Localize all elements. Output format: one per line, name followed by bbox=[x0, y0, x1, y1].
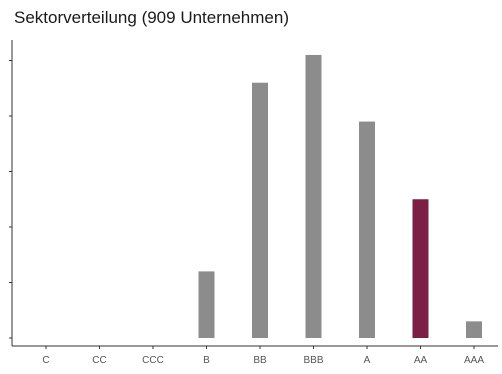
x-tick-label-aaa: AAA bbox=[464, 355, 484, 366]
x-tick-label-bb: BB bbox=[253, 355, 267, 366]
chart-title: Sektorverteilung (909 Unternehmen) bbox=[14, 8, 289, 27]
x-tick-label-ccc: CCC bbox=[142, 355, 164, 366]
bar-bbb bbox=[305, 54, 322, 338]
x-tick-labels: C CC CCC B BB BBB A AA AAA bbox=[42, 355, 484, 366]
x-tick-label-c: C bbox=[42, 355, 49, 366]
x-tick-label-bbb: BBB bbox=[303, 355, 323, 366]
bars-group bbox=[198, 54, 482, 338]
x-tick-label-a: A bbox=[364, 355, 371, 366]
x-tick-label-b: B bbox=[203, 355, 210, 366]
bar-aaa bbox=[466, 321, 482, 338]
x-tick-label-aa: AA bbox=[414, 355, 428, 366]
bar-bb bbox=[252, 82, 268, 338]
bar-b bbox=[198, 271, 215, 338]
bar-a bbox=[359, 121, 375, 338]
x-tick-label-cc: CC bbox=[92, 355, 106, 366]
axes bbox=[9, 40, 498, 349]
bar-aa bbox=[412, 199, 429, 338]
